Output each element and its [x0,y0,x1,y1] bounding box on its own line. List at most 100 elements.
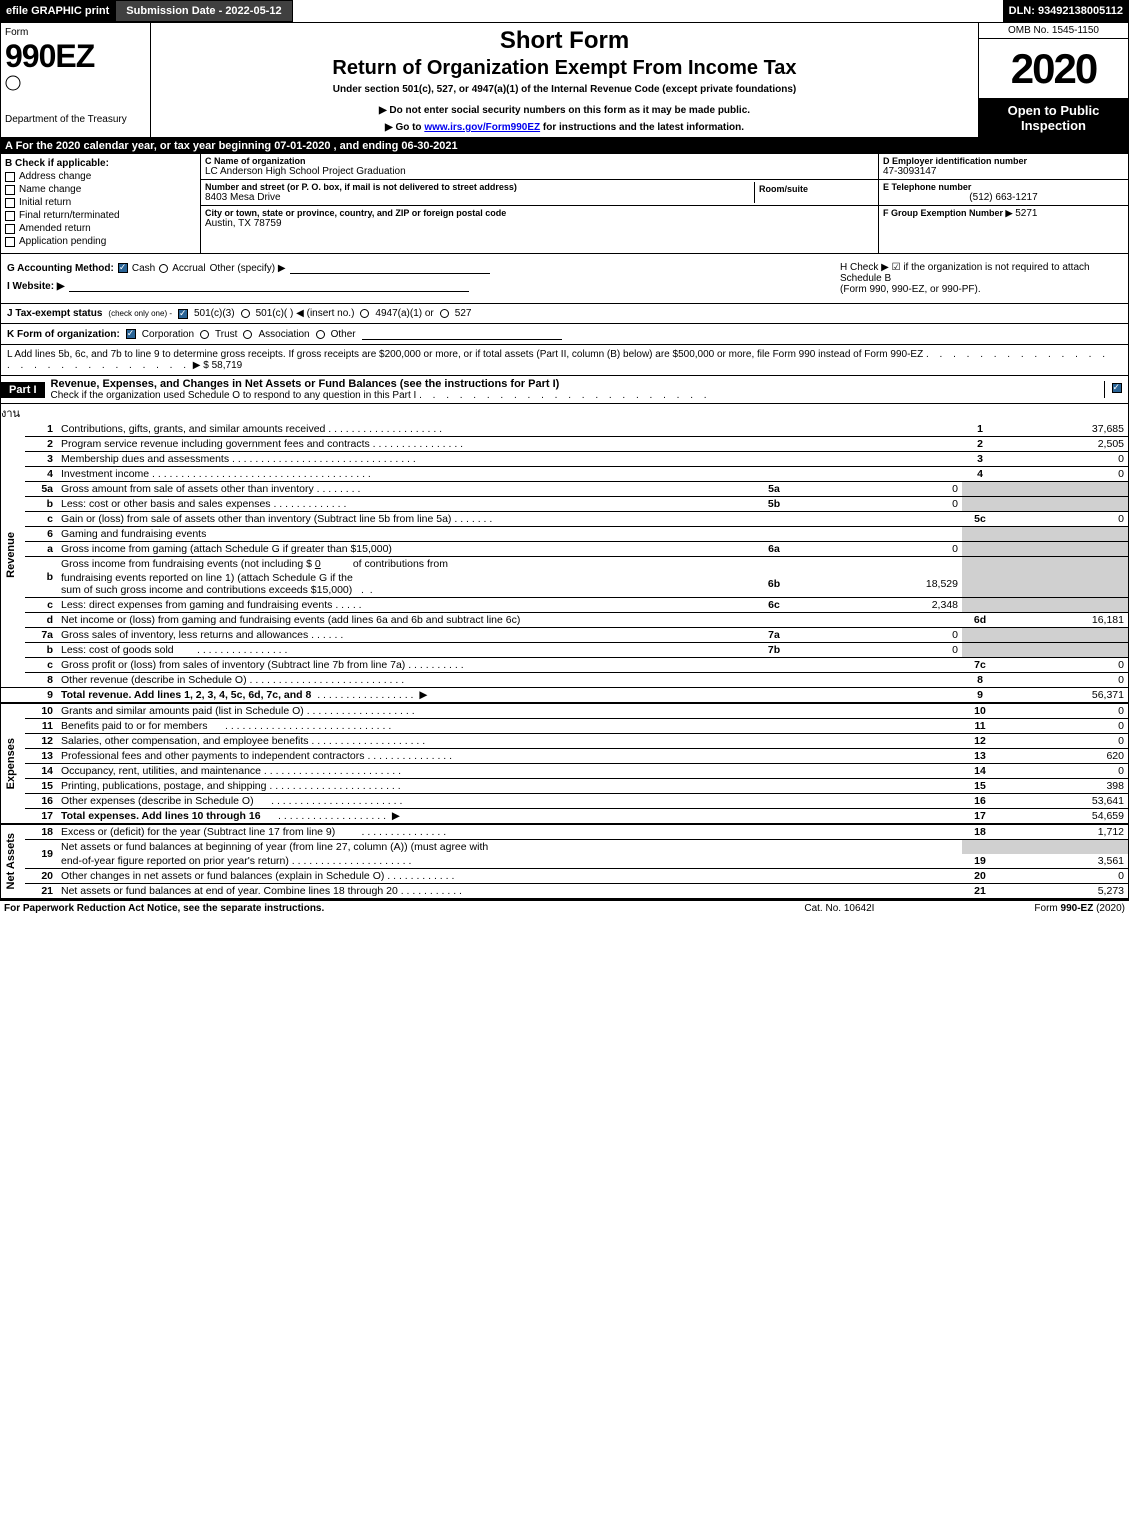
line-11: 11 Benefits paid to or for members . . .… [1,719,1128,734]
line-6b-2: fundraising events reported on line 1) (… [1,571,1128,598]
lbl-501c: 501(c)( ) ◀ (insert no.) [256,308,355,319]
part1-header: Part I Revenue, Expenses, and Changes in… [1,376,1128,404]
open-to-public: Open to Public Inspection [979,99,1128,137]
line-12: 12 Salaries, other compensation, and emp… [1,734,1128,749]
chk-501c3[interactable] [178,309,188,319]
j-sub: (check only one) - [108,309,172,318]
top-bar: efile GRAPHIC print Submission Date - 20… [0,0,1129,22]
group-exemption: 5271 [1015,208,1037,219]
omb-number: OMB No. 1545-1150 [979,23,1128,39]
h-text1: H Check ▶ ☑ if the organization is not r… [840,262,1120,284]
i-label: I Website: ▶ [7,281,65,292]
k-label: K Form of organization: [7,329,120,340]
dln: DLN: 93492138005112 [1003,0,1129,22]
section-l: L Add lines 5b, 6c, and 7b to line 9 to … [1,345,1128,376]
line-19-2: end-of-year figure reported on prior yea… [1,854,1128,869]
note2-post: for instructions and the latest informat… [540,122,744,133]
line-15: 15 Printing, publications, postage, and … [1,779,1128,794]
chk-other-org[interactable] [316,330,325,339]
efile-print-btn[interactable]: efile GRAPHIC print [0,0,115,22]
line-5a: 5a Gross amount from sale of assets othe… [1,482,1128,497]
dept-treasury: Department of the Treasury [5,114,146,125]
section-def: D Employer identification number 47-3093… [878,154,1128,253]
footer-pra: For Paperwork Reduction Act Notice, see … [4,903,804,914]
chk-cash[interactable] [118,263,128,273]
chk-application-pending[interactable] [5,237,15,247]
section-k: K Form of organization: Corporation Trus… [1,324,1128,345]
c-name-label: C Name of organization [205,156,874,166]
lbl-accrual: Accrual [172,263,205,274]
chk-address-change[interactable] [5,172,15,182]
chk-501c[interactable] [241,309,250,318]
irs-link[interactable]: www.irs.gov/Form990EZ [424,122,540,133]
section-j: J Tax-exempt status (check only one) - 5… [1,304,1128,324]
lbl-assoc: Association [258,329,309,340]
lbl-527: 527 [455,308,472,319]
chk-amended-return[interactable] [5,224,15,234]
part1-check-text: Check if the organization used Schedule … [51,390,1098,401]
e-label: E Telephone number [883,182,1124,192]
form-word: Form [5,27,146,38]
chk-527[interactable] [440,309,449,318]
org-city: Austin, TX 78759 [205,218,874,229]
line-8: 8 Other revenue (describe in Schedule O)… [1,673,1128,688]
treasury-seal-icon [5,75,21,91]
instructions-link-row: ▶ Go to www.irs.gov/Form990EZ for instru… [159,122,970,133]
other-org-line [362,328,562,340]
line-18: Net Assets 18 Excess or (deficit) for th… [1,824,1128,840]
line-10: Expenses 10 Grants and similar amounts p… [1,703,1128,719]
lbl-trust: Trust [215,329,237,340]
lbl-application-pending: Application pending [19,236,106,247]
line-17: 17 Total expenses. Add lines 10 through … [1,809,1128,825]
tax-year: 2020 [979,39,1128,99]
f-label: F Group Exemption Number ▶ [883,208,1012,218]
footer-catno: Cat. No. 10642I [804,903,874,914]
line-16: 16 Other expenses (describe in Schedule … [1,794,1128,809]
chk-trust[interactable] [200,330,209,339]
l-arrow: ▶ $ [193,360,209,371]
lbl-501c3: 501(c)(3) [194,308,235,319]
l-value: 58,719 [212,360,243,371]
chk-assoc[interactable] [243,330,252,339]
line-6c: c Less: direct expenses from gaming and … [1,598,1128,613]
line-7a: 7a Gross sales of inventory, less return… [1,628,1128,643]
c-street-label: Number and street (or P. O. box, if mail… [205,182,754,192]
c-city-label: City or town, state or province, country… [205,208,874,218]
form-number: 990EZ [5,38,146,75]
line-14: 14 Occupancy, rent, utilities, and maint… [1,764,1128,779]
chk-accrual[interactable] [159,264,168,273]
line-7c: c Gross profit or (loss) from sales of i… [1,658,1128,673]
website-line [69,280,469,292]
chk-4947[interactable] [360,309,369,318]
chk-corp[interactable] [126,329,136,339]
line-6d: d Net income or (loss) from gaming and f… [1,613,1128,628]
netassets-sidelabel: Net Assets [5,833,17,889]
line-6: 6 Gaming and fundraising events [1,527,1128,542]
line-21: 21 Net assets or fund balances at end of… [1,884,1128,899]
lbl-final-return: Final return/terminated [19,210,120,221]
line-13: 13 Professional fees and other payments … [1,749,1128,764]
part1-schedule-o-check[interactable] [1112,383,1122,393]
ein: 47-3093147 [883,166,1124,177]
chk-name-change[interactable] [5,185,15,195]
line-9: 9 Total revenue. Add lines 1, 2, 3, 4, 5… [1,688,1128,704]
chk-final-return[interactable] [5,211,15,221]
entity-info-block: B Check if applicable: Address change Na… [1,154,1128,254]
section-c: C Name of organization LC Anderson High … [201,154,878,253]
line-6b-1: b Gross income from fundraising events (… [1,557,1128,572]
6b-amount: 0 [315,558,321,570]
line-6a: a Gross income from gaming (attach Sched… [1,542,1128,557]
part1-title: Revenue, Expenses, and Changes in Net As… [51,378,1098,390]
form-header: Form 990EZ Department of the Treasury Sh… [1,23,1128,138]
line-7b: b Less: cost of goods sold . . . . . . .… [1,643,1128,658]
line-5b: b Less: cost or other basis and sales ex… [1,497,1128,512]
submission-date: Submission Date - 2022-05-12 [115,0,292,22]
line-5c: c Gain or (loss) from sale of assets oth… [1,512,1128,527]
phone: (512) 663-1217 [883,192,1124,203]
short-form-title: Short Form [159,27,970,55]
lbl-name-change: Name change [19,184,81,195]
chk-initial-return[interactable] [5,198,15,208]
section-b: B Check if applicable: Address change Na… [1,154,201,253]
org-name: LC Anderson High School Project Graduati… [205,166,874,177]
line-20: 20 Other changes in net assets or fund b… [1,869,1128,884]
